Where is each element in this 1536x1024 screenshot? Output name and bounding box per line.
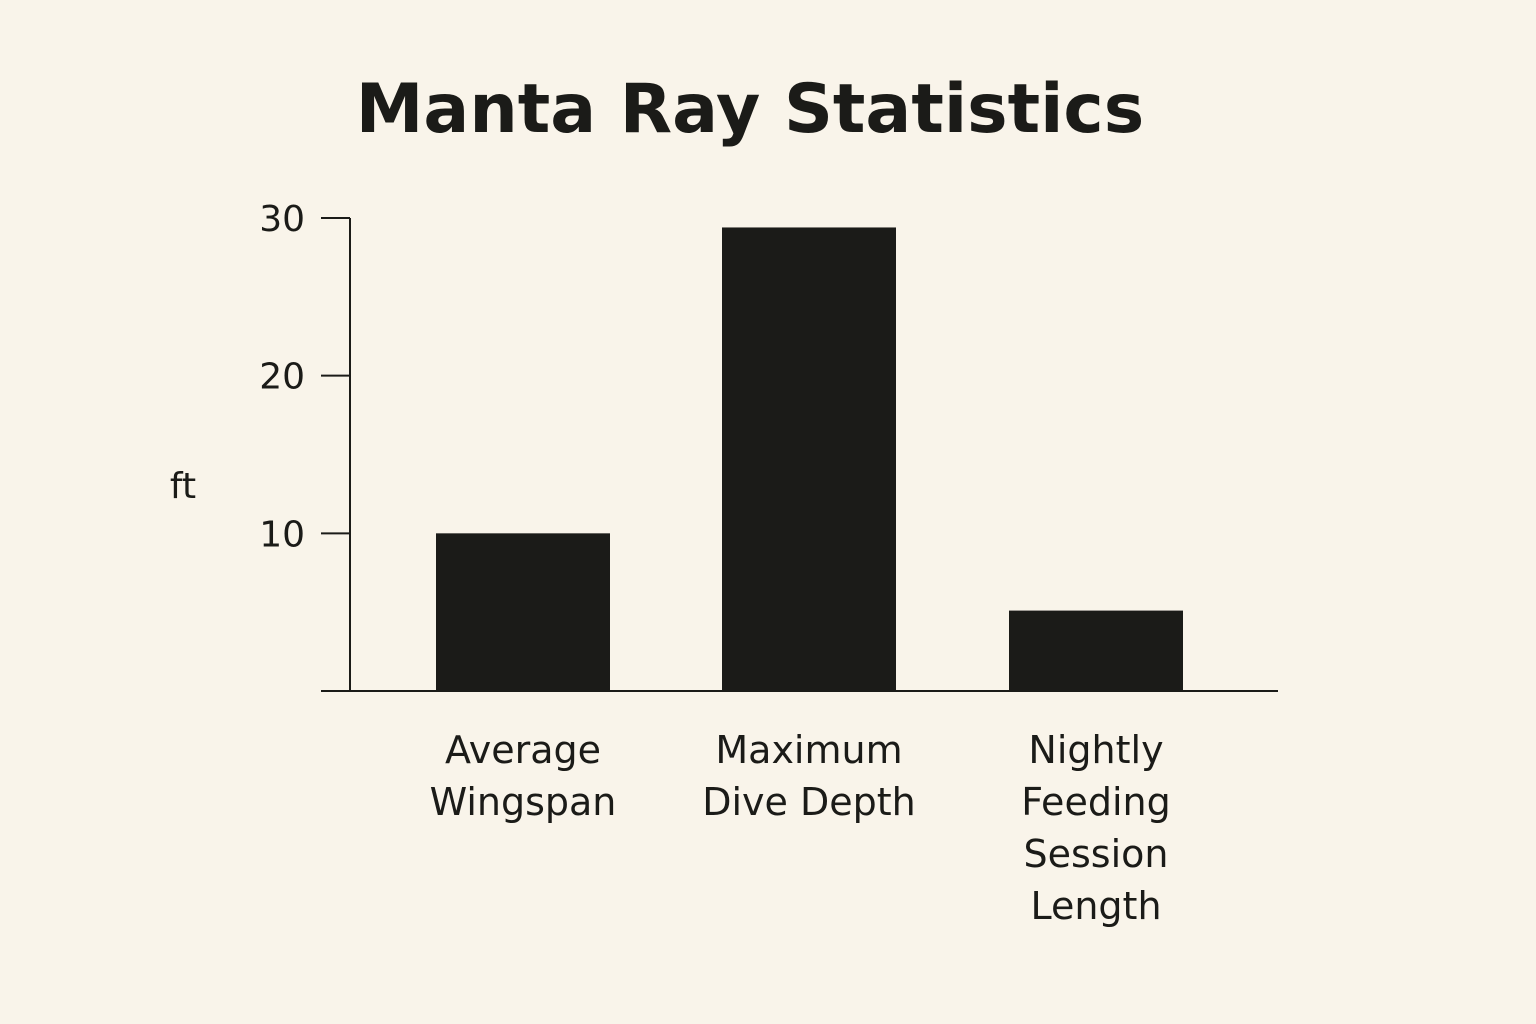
- bar-2: [1009, 610, 1183, 691]
- category-label-line: Average: [445, 728, 601, 772]
- bars: [436, 227, 1183, 691]
- category-label: Nightly Feeding Session Length: [1021, 728, 1170, 928]
- y-tick-label: 30: [259, 199, 305, 240]
- category-label-line: Feeding: [1021, 780, 1170, 824]
- category-label-line: Dive Depth: [702, 780, 916, 824]
- y-axis-label: ft: [170, 466, 196, 507]
- chart-title: Manta Ray Statistics: [356, 70, 1144, 149]
- bar-0: [436, 533, 610, 691]
- y-tick-label: 20: [259, 357, 305, 398]
- category-labels: Average Wingspan Maximum Dive Depth Nightly F…: [430, 728, 1171, 928]
- bar-1: [722, 227, 896, 691]
- category-label-line: Maximum: [715, 728, 902, 772]
- category-label-line: Nightly: [1028, 728, 1163, 772]
- category-label: Average Wingspan: [430, 728, 617, 824]
- category-label-line: Length: [1030, 884, 1161, 928]
- category-label-line: Session: [1024, 832, 1169, 876]
- category-label-line: Wingspan: [430, 780, 617, 824]
- category-label: Maximum Dive Depth: [702, 728, 916, 824]
- y-ticks: 10 20 30: [259, 199, 350, 555]
- y-tick-label: 10: [259, 514, 305, 555]
